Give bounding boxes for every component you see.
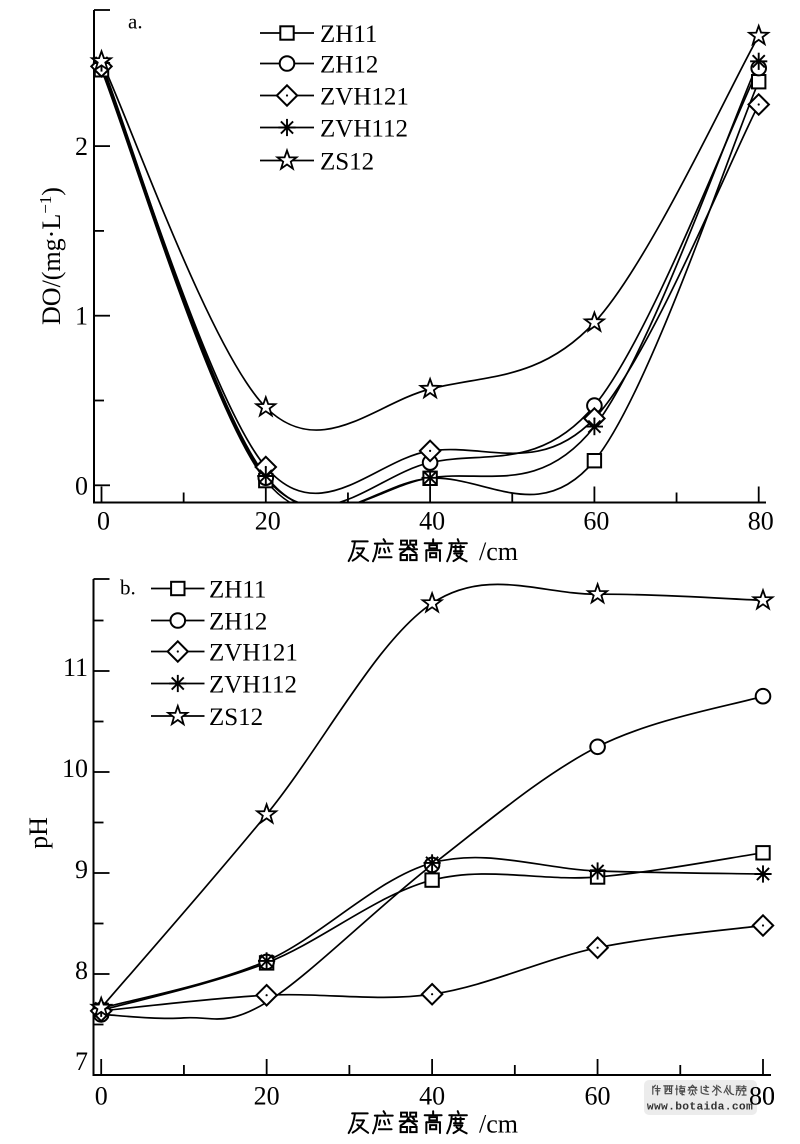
- svg-text:ZH11: ZH11: [209, 577, 266, 604]
- svg-text:20: 20: [255, 507, 281, 536]
- svg-text:80: 80: [749, 1082, 775, 1111]
- svg-text:ZVH121: ZVH121: [209, 640, 298, 667]
- svg-text:10: 10: [62, 754, 88, 783]
- svg-text:8: 8: [75, 956, 88, 985]
- svg-text:ZVH121: ZVH121: [320, 84, 409, 111]
- svg-text:a.: a.: [128, 10, 143, 34]
- svg-text:60: 60: [585, 1082, 611, 1111]
- svg-text:ZH12: ZH12: [320, 52, 378, 79]
- svg-text:40: 40: [419, 1082, 445, 1111]
- svg-text:2: 2: [75, 132, 88, 161]
- svg-text:ZH12: ZH12: [209, 609, 267, 636]
- svg-text:0: 0: [95, 1082, 108, 1111]
- svg-text:ZVH112: ZVH112: [209, 672, 297, 699]
- svg-text:40: 40: [419, 507, 445, 536]
- svg-text:20: 20: [254, 1082, 280, 1111]
- svg-text:ZS12: ZS12: [320, 149, 374, 176]
- svg-text:www.botaida.com: www.botaida.com: [647, 1102, 753, 1114]
- svg-text:pH: pH: [24, 817, 53, 849]
- svg-text:80: 80: [748, 507, 774, 536]
- svg-text:ZVH112: ZVH112: [320, 116, 408, 143]
- svg-text:7: 7: [75, 1047, 88, 1076]
- svg-text:11: 11: [63, 653, 88, 682]
- svg-text:ZH11: ZH11: [320, 21, 377, 48]
- svg-text:0: 0: [75, 471, 88, 500]
- svg-text:ZS12: ZS12: [209, 704, 263, 731]
- svg-text:9: 9: [75, 855, 88, 884]
- svg-text:0: 0: [97, 507, 110, 536]
- svg-text:1: 1: [75, 302, 88, 331]
- svg-text:60: 60: [583, 507, 609, 536]
- svg-text:/cm: /cm: [479, 1110, 518, 1139]
- svg-text:b.: b.: [120, 576, 136, 600]
- svg-text:/cm: /cm: [479, 537, 518, 566]
